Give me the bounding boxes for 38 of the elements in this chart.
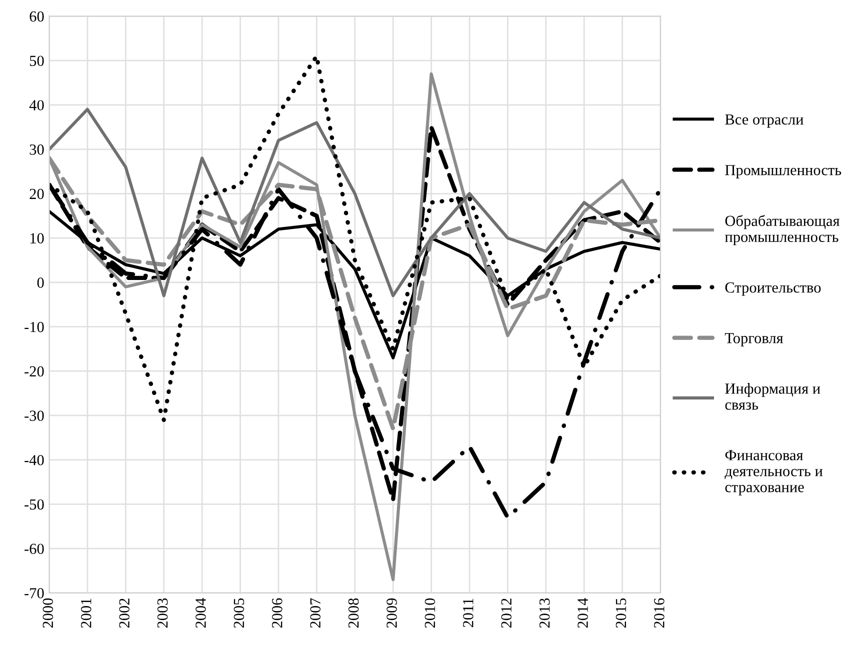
x-tick-label: 2015	[616, 598, 626, 628]
x-tick-label: 2011	[463, 598, 474, 628]
x-tick-label: 2013	[539, 598, 550, 628]
legend-label: Обрабатывающая промышленность	[724, 214, 840, 246]
x-tick-label: 2002	[119, 598, 130, 628]
y-tick-label: -20	[24, 366, 44, 377]
legend-label: Финансовая деятельность и страхование	[724, 450, 823, 496]
y-tick-label: -40	[24, 454, 44, 466]
x-tick-label: 2005	[234, 598, 244, 628]
y-tick-label: -70	[24, 588, 44, 598]
x-tick-label: 2003	[157, 598, 168, 628]
y-tick-label: -30	[24, 410, 44, 421]
x-tick-label: 2008	[348, 598, 359, 628]
x-tick-label: 2009	[386, 598, 397, 628]
x-tick-label: 2010	[424, 598, 436, 628]
legend-label: Промышленность	[725, 165, 842, 178]
x-tick-label: 2001	[80, 598, 92, 628]
y-tick-label: 60	[30, 11, 44, 22]
legend-label: Все отрасли	[725, 114, 804, 128]
x-tick-label: 2000	[42, 598, 54, 628]
y-tick-label: -60	[24, 544, 44, 554]
y-tick-label: 50	[30, 56, 44, 66]
x-tick-label: 2004	[196, 598, 206, 628]
y-tick-label: 40	[29, 100, 44, 110]
x-tick-label: 2016	[654, 598, 664, 628]
y-tick-label: 30	[30, 144, 44, 155]
y-tick-label: 0	[37, 278, 44, 288]
legend-label: Информация и связь	[725, 383, 820, 410]
x-tick-label: 2014	[578, 598, 588, 628]
y-tick-label: -10	[24, 322, 44, 332]
legend-label: Строительство	[725, 282, 821, 296]
x-tick-label: 2007	[310, 598, 320, 628]
x-tick-label: 2012	[501, 598, 512, 628]
x-tick-label: 2006	[272, 598, 282, 628]
y-tick-label: 10	[30, 233, 44, 244]
legend-label: Торговля	[724, 333, 784, 346]
y-tick-label: 20	[30, 188, 44, 200]
y-tick-label: -50	[24, 499, 44, 510]
